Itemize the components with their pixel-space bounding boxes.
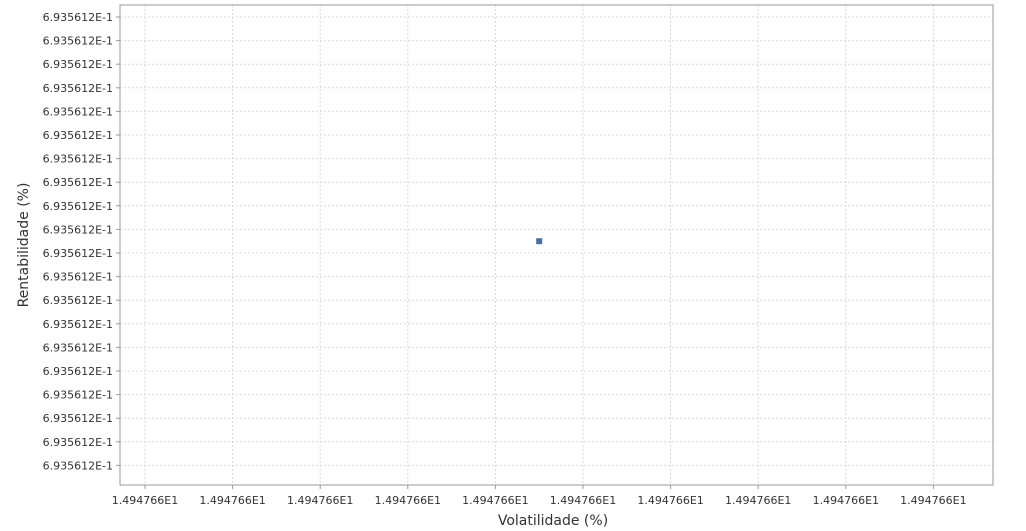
y-axis-ticks: 6.935612E-1 6.935612E-1 6.935612E-1 6.93561… [43,11,120,472]
x-axis-title: Volatilidade (%) [498,513,608,529]
x-axis-ticks: 1.494766E1 1.494766E1 1.494766E1 1.494766E1… [112,485,967,507]
y-axis-title: Rentabilidade (%) [16,183,32,308]
x-tick-label: 1.494766E1 [813,494,879,507]
y-tick-label: 6.935612E-1 [43,176,113,189]
x-tick-label: 1.494766E1 [550,494,616,507]
y-tick-label: 6.935612E-1 [43,318,113,331]
y-tick-label: 6.935612E-1 [43,294,113,307]
y-tick-label: 6.935612E-1 [43,459,113,472]
x-tick-label: 1.494766E1 [637,494,703,507]
y-tick-label: 6.935612E-1 [43,271,113,284]
y-tick-label: 6.935612E-1 [43,35,113,48]
data-points [536,238,543,245]
x-tick-label: 1.494766E1 [112,494,178,507]
grid-lines [120,5,993,485]
y-tick-label: 6.935612E-1 [43,365,113,378]
y-tick-label: 6.935612E-1 [43,341,113,354]
x-tick-label: 1.494766E1 [900,494,966,507]
y-tick-label: 6.935612E-1 [43,105,113,118]
y-tick-label: 6.935612E-1 [43,200,113,213]
x-tick-label: 1.494766E1 [462,494,528,507]
y-tick-label: 6.935612E-1 [43,436,113,449]
y-tick-label: 6.935612E-1 [43,129,113,142]
x-tick-label: 1.494766E1 [725,494,791,507]
y-tick-label: 6.935612E-1 [43,412,113,425]
y-tick-label: 6.935612E-1 [43,247,113,260]
y-tick-label: 6.935612E-1 [43,58,113,71]
y-tick-label: 6.935612E-1 [43,153,113,166]
x-tick-label: 1.494766E1 [287,494,353,507]
plot-area [119,4,994,486]
y-tick-label: 6.935612E-1 [43,11,113,24]
x-tick-label: 1.494766E1 [375,494,441,507]
y-tick-label: 6.935612E-1 [43,223,113,236]
y-tick-label: 6.935612E-1 [43,389,113,402]
data-point [536,238,543,245]
x-tick-label: 1.494766E1 [199,494,265,507]
y-tick-label: 6.935612E-1 [43,82,113,95]
